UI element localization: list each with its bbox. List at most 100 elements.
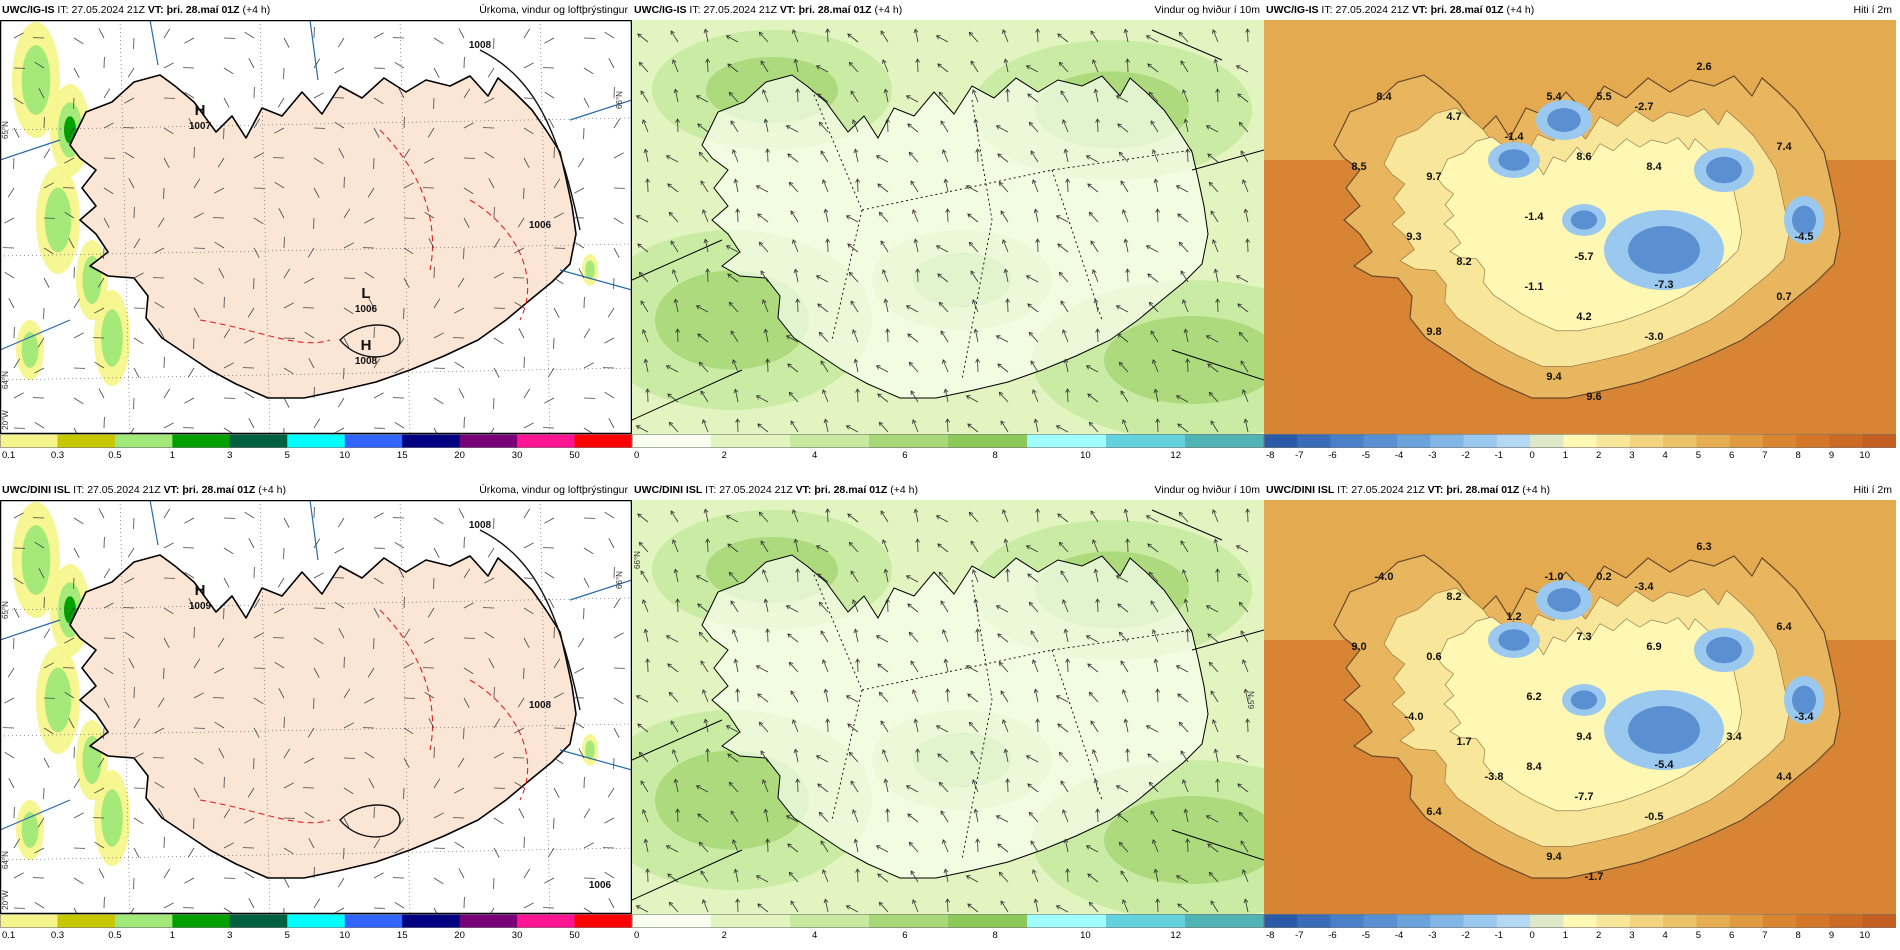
legend-tick: 1	[1563, 930, 1568, 941]
legend-swatch	[459, 914, 518, 928]
legend-swatch	[790, 914, 870, 928]
legend-swatch	[1696, 434, 1731, 448]
legend-swatch	[1027, 434, 1107, 448]
legend-tick: -7	[1295, 930, 1303, 941]
graticule-label: 65°N	[1247, 691, 1256, 709]
legend-tick: 2	[1596, 930, 1601, 941]
legend-swatch	[344, 914, 403, 928]
legend-swatch	[1330, 434, 1365, 448]
map-canvas[interactable]: 1008 1008 1006 H 1009 65°N 64°N 66°N 20°W	[0, 500, 632, 914]
panel-title: Úrkoma, vindur og loftþrýstingur	[479, 484, 628, 496]
legend-swatch	[1663, 914, 1697, 928]
panel-header: UWC/IG-IS IT: 27.05.2024 21Z VT: þri. 28…	[632, 0, 1264, 20]
legend-swatch	[632, 434, 712, 448]
legend-swatch	[1397, 434, 1431, 448]
legend-tick: 4	[1663, 930, 1668, 941]
temperature-value: 6.4	[1776, 621, 1792, 633]
legend-tick: 2	[722, 930, 727, 941]
map-canvas[interactable]	[632, 20, 1264, 434]
legend-tick: 6	[1729, 930, 1734, 941]
color-legend: -8 -7 -6 -5 -4 -3 -2 -1 0 1 2 3 4 5 6 7 8 9 10	[1264, 914, 1896, 942]
legend-swatch	[1563, 434, 1598, 448]
map-canvas[interactable]: -4.0 8.2 1.2 -1.0 0.2 -3.4 6.3 6.4 9.0 0.6 7.3 6.9 -…	[1264, 500, 1896, 914]
iceland-land	[702, 75, 1208, 398]
isoallobars	[199, 129, 529, 344]
legend-swatch	[574, 914, 632, 928]
legend-tick: 5	[285, 450, 290, 461]
temperature-value: -3.4	[1635, 581, 1655, 593]
wind-arrows	[635, 28, 1251, 433]
legend-swatch	[1862, 914, 1896, 928]
legend-tick: 8	[1796, 930, 1801, 941]
legend-swatch	[459, 434, 518, 448]
panel-header: UWC/DINI ISL IT: 27.05.2024 21Z VT: þri.…	[0, 480, 632, 500]
legend-swatch	[0, 914, 58, 928]
legend-swatch	[711, 434, 791, 448]
legend-tick: 15	[397, 930, 408, 941]
temperature-value: -1.4	[1505, 131, 1525, 143]
graticule-label: 66°N	[633, 551, 642, 569]
temperature-value: 2.6	[1696, 61, 1711, 73]
temperature-value: -1.4	[1525, 211, 1545, 223]
legend-tick: -2	[1461, 930, 1469, 941]
panel-title: Hiti í 2m	[1853, 4, 1892, 16]
legend-swatch	[402, 914, 461, 928]
legend-tick: 7	[1762, 450, 1767, 461]
legend-swatch	[1430, 914, 1465, 928]
graticule	[0, 500, 632, 914]
legend-tick: -7	[1295, 450, 1303, 461]
temperature-value: -7.7	[1575, 791, 1594, 803]
legend-swatch	[229, 434, 288, 448]
legend-tick: 3	[1629, 930, 1634, 941]
legend-tick: 0.1	[2, 930, 15, 941]
isobar-label: 1008	[469, 520, 492, 531]
legend-swatch	[1829, 434, 1864, 448]
map-canvas[interactable]: 1008 1006 H 1007 L 1006 H 1008 65°N 64°N 66°N 20°W	[0, 20, 632, 434]
temperature-value: 8.5	[1351, 161, 1366, 173]
legend-tick: -3	[1428, 450, 1436, 461]
legend-tick: 0.3	[51, 930, 64, 941]
legend-swatch	[57, 434, 116, 448]
panel-header: UWC/DINI ISL IT: 27.05.2024 21Z VT: þri.…	[1264, 480, 1896, 500]
temperature-value: -3.0	[1645, 331, 1664, 343]
legend-tick: 3	[227, 450, 232, 461]
legend-swatch	[114, 914, 173, 928]
temperature-value: 6.4	[1426, 806, 1442, 818]
legend-tick: -1	[1495, 930, 1503, 941]
isobar-label: 1008	[469, 40, 492, 51]
legend-tick: 10	[1859, 450, 1870, 461]
temperature-value: 7.4	[1776, 141, 1792, 153]
legend-tick: 2	[1596, 450, 1601, 461]
legend-swatch	[287, 434, 346, 448]
legend-swatch	[1862, 434, 1896, 448]
temperature-value: -3.8	[1485, 771, 1504, 783]
legend-swatch	[574, 434, 632, 448]
color-legend: 0.1 0.3 0.5 1 3 5 10 15 20 30 50	[0, 914, 632, 942]
panel-wind-igis: UWC/IG-IS IT: 27.05.2024 21Z VT: þri. 28…	[632, 0, 1264, 462]
legend-tick: 0.5	[108, 930, 121, 941]
legend-swatch	[1106, 434, 1186, 448]
legend-tick: 3	[227, 930, 232, 941]
legend-swatch	[1596, 434, 1631, 448]
legend-tick: 1	[170, 450, 175, 461]
legend-swatch	[344, 434, 403, 448]
temperature-value: 9.8	[1426, 326, 1441, 338]
legend-swatch	[1185, 434, 1264, 448]
isoallobars	[199, 609, 529, 824]
temperature-value: 9.4	[1546, 371, 1562, 383]
legend-tick: -5	[1362, 450, 1370, 461]
forecast-areas	[811, 89, 1193, 381]
legend-swatch	[1397, 914, 1431, 928]
map-canvas[interactable]: 66°N 65°N	[632, 500, 1264, 914]
legend-swatch	[1463, 914, 1498, 928]
legend-tick: 10	[339, 930, 350, 941]
map-canvas[interactable]: 8.4 4.7 -1.4 5.4 5.5 -2.7 2.6 7.4 8.5 9.7 8.6 8.4 -4…	[1264, 20, 1896, 434]
temperature-value: -2.7	[1635, 101, 1654, 113]
temperature-value: -0.5	[1645, 811, 1664, 823]
temperature-value: -4.0	[1405, 711, 1424, 723]
legend-tick: 4	[812, 450, 817, 461]
temperature-value: 7.3	[1576, 631, 1591, 643]
legend-tick: -2	[1461, 450, 1469, 461]
legend-tick: -8	[1266, 930, 1274, 941]
pressure-center-value: 1007	[189, 121, 212, 132]
